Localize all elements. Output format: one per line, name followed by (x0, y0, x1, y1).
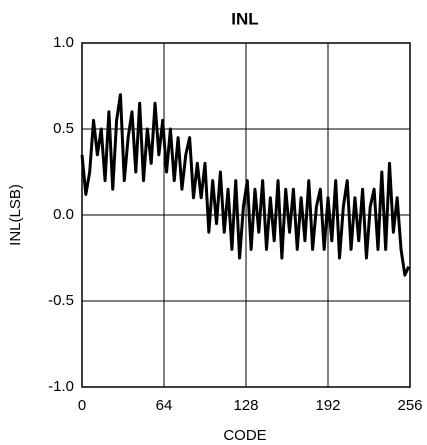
y-tick-label: 0.0 (53, 206, 74, 223)
y-axis-label: INL(LSB) (7, 184, 24, 246)
x-tick-label: 128 (233, 397, 258, 414)
y-tick-label: 1.0 (53, 34, 74, 51)
series-line (80, 93, 411, 277)
x-tick-label: 192 (315, 397, 340, 414)
x-tick-label: 256 (397, 397, 422, 414)
y-tick-label: 0.5 (53, 120, 74, 137)
x-tick-label: 64 (156, 397, 173, 414)
y-tick-label: -1.0 (48, 378, 74, 395)
x-tick-label: 0 (78, 397, 86, 414)
x-axis-label: CODE (223, 427, 266, 444)
chart-title: INL (231, 9, 258, 28)
plot-frame (81, 42, 411, 388)
y-tick-label: -0.5 (48, 292, 74, 309)
